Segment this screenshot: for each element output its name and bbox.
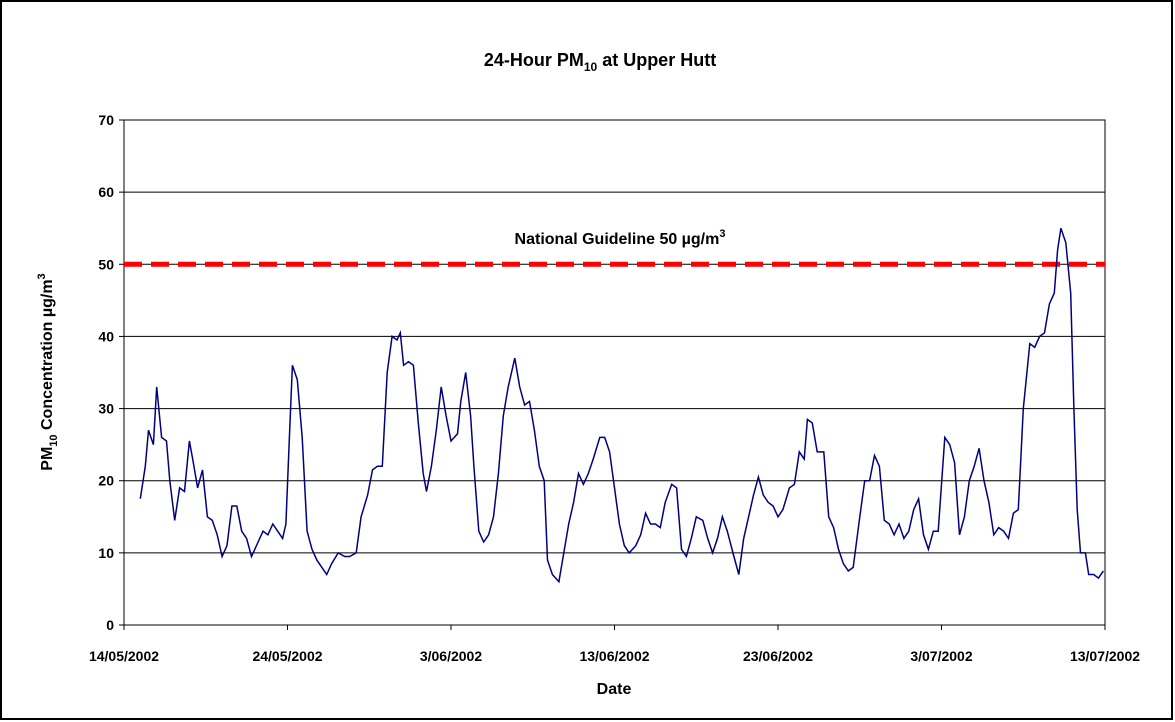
y-tick-label: 10 bbox=[98, 545, 114, 561]
x-tick-label: 3/07/2002 bbox=[910, 648, 972, 664]
y-tick-label: 60 bbox=[98, 184, 114, 200]
y-tick-label: 40 bbox=[98, 328, 114, 344]
y-axis-label: PM10 Concentration µg/m3 bbox=[36, 273, 60, 470]
x-axis-label: Date bbox=[597, 681, 632, 698]
y-label-subscript: 10 bbox=[48, 434, 60, 446]
y-label-part: Concentration µg/m bbox=[39, 279, 56, 434]
y-label-superscript: 3 bbox=[36, 273, 48, 279]
data-line bbox=[139, 227, 1105, 584]
title-part: at Upper Hutt bbox=[597, 50, 716, 70]
y-tick-label: 70 bbox=[98, 112, 114, 128]
y-label-part: PM bbox=[39, 447, 56, 471]
x-tick-label: 13/06/2002 bbox=[579, 648, 649, 664]
y-tick-label: 50 bbox=[98, 256, 114, 272]
x-tick-label: 14/05/2002 bbox=[89, 648, 159, 664]
guideline-label: National Guideline 50 µg/m3 bbox=[515, 228, 726, 248]
x-tick-label: 23/06/2002 bbox=[743, 648, 813, 664]
x-tick-label: 3/06/2002 bbox=[420, 648, 482, 664]
chart-title: 24-Hour PM10 at Upper Hutt bbox=[484, 50, 716, 74]
x-tick-label: 24/05/2002 bbox=[252, 648, 322, 664]
x-tick-label: 13/07/2002 bbox=[1070, 648, 1140, 664]
title-subscript: 10 bbox=[584, 60, 598, 74]
y-tick-label: 20 bbox=[98, 473, 114, 489]
y-tick-label: 30 bbox=[98, 401, 114, 417]
title-part: 24-Hour PM bbox=[484, 50, 584, 70]
guideline-label-superscript: 3 bbox=[719, 228, 725, 240]
y-tick-label: 0 bbox=[106, 617, 114, 633]
guideline-label-part: National Guideline 50 µg/m bbox=[515, 231, 720, 248]
